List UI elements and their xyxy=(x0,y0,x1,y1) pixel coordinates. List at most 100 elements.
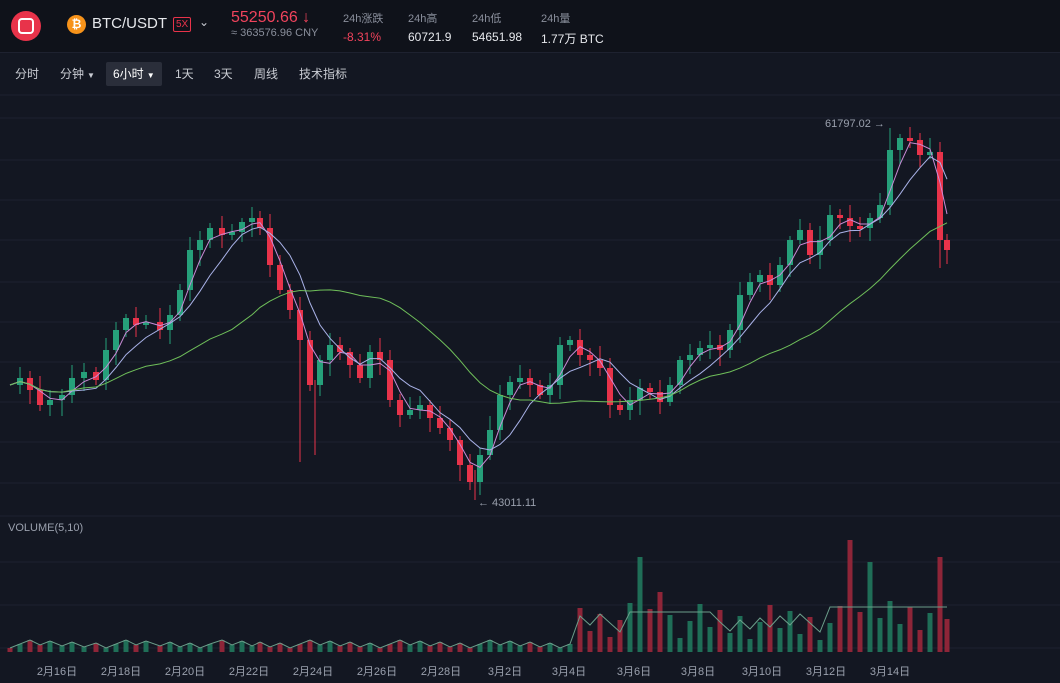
x-tick-label: 3月2日 xyxy=(488,666,522,678)
volume-bar xyxy=(907,607,913,652)
volume-label: VOLUME(5,10) xyxy=(8,522,83,534)
candle xyxy=(81,363,87,391)
volume-bar xyxy=(747,639,753,652)
volume-bar xyxy=(697,604,703,652)
candle xyxy=(27,371,33,404)
volume-bar xyxy=(17,644,23,652)
candle xyxy=(387,350,393,407)
volume-bar xyxy=(547,643,553,652)
candle xyxy=(267,214,273,277)
candle xyxy=(857,217,863,237)
candle xyxy=(417,396,423,419)
x-tick-label: 2月22日 xyxy=(229,666,269,678)
candle xyxy=(697,341,703,361)
volume-bar xyxy=(103,648,109,652)
volume-bar xyxy=(777,628,783,652)
volume-bar xyxy=(647,609,653,652)
candle xyxy=(307,331,313,391)
x-tick-label: 2月16日 xyxy=(37,666,77,678)
x-tick-label: 2月20日 xyxy=(165,666,205,678)
x-tick-label: 2月28日 xyxy=(421,666,461,678)
volume-bar xyxy=(567,644,573,652)
volume-bar xyxy=(177,647,183,652)
candle xyxy=(477,448,483,495)
candle xyxy=(177,284,183,321)
stat-volume: 24h量 1.77万 BTC xyxy=(541,13,604,46)
volume-bar xyxy=(557,648,563,652)
volume-bar xyxy=(337,646,343,652)
x-tick-label: 3月14日 xyxy=(870,666,910,678)
volume-bar xyxy=(717,610,723,652)
tab-timeline[interactable]: 分时 xyxy=(15,67,40,81)
volume-bar xyxy=(667,615,673,652)
volume-bar xyxy=(81,647,87,652)
volume-bar xyxy=(427,646,433,652)
last-price: 55250.66 ↓ xyxy=(231,9,311,26)
candle xyxy=(367,345,373,388)
volume-bar xyxy=(347,642,353,652)
volume-bar xyxy=(257,642,263,652)
candle xyxy=(157,308,163,339)
volume-bar xyxy=(457,643,463,652)
candle xyxy=(249,207,255,237)
ma-line xyxy=(9,156,948,451)
low-marker: ← 43011.11 xyxy=(478,497,536,509)
tab-3d[interactable]: 3天 xyxy=(214,67,233,81)
volume-bar xyxy=(657,592,663,652)
candle xyxy=(767,263,773,300)
volume-bar xyxy=(607,637,613,652)
volume-bar xyxy=(307,640,313,652)
volume-bar xyxy=(507,641,513,652)
candle xyxy=(567,336,573,351)
volume-bar xyxy=(249,646,255,652)
volume-bar xyxy=(517,646,523,652)
candle xyxy=(787,236,793,277)
exchange-logo[interactable] xyxy=(11,11,41,41)
candle xyxy=(557,337,563,399)
x-tick-label: 2月18日 xyxy=(101,666,141,678)
volume-bar xyxy=(677,638,683,652)
candle xyxy=(103,338,109,390)
candle xyxy=(667,377,673,406)
candle xyxy=(37,376,43,411)
volume-ma xyxy=(9,606,947,649)
candle xyxy=(687,344,693,374)
volume-bar xyxy=(887,601,893,652)
volume-bar xyxy=(944,619,950,652)
volume-bar xyxy=(917,630,923,652)
volume-bar xyxy=(287,648,293,652)
volume-bar xyxy=(27,640,33,652)
stat-low: 24h低 54651.98 xyxy=(472,13,523,44)
volume-bar xyxy=(537,647,543,652)
volume-bar xyxy=(447,647,453,652)
volume-bar xyxy=(229,645,235,652)
volume-bar xyxy=(207,644,213,652)
volume-bar xyxy=(219,640,225,652)
volume-bar xyxy=(417,641,423,652)
candle xyxy=(637,379,643,415)
volume-bar xyxy=(397,640,403,652)
tab-1d[interactable]: 1天 xyxy=(175,67,194,81)
chevron-down-icon[interactable]: ⌄ xyxy=(199,15,210,29)
volume-bar xyxy=(123,640,129,652)
candle xyxy=(657,380,663,414)
tab-weekly[interactable]: 周线 xyxy=(254,67,279,81)
x-axis-labels: 2月16日 2月18日 2月20日 2月22日 2月24日 2月26日 2月28日 3月2日 3… xyxy=(37,666,910,678)
volume-bar xyxy=(277,643,283,652)
volume-bar xyxy=(577,608,583,652)
volume-bar xyxy=(637,557,643,652)
x-tick-label: 3月6日 xyxy=(617,666,651,678)
bitcoin-icon: ₿ xyxy=(67,15,86,34)
candle xyxy=(897,134,903,165)
caret-down-icon: ▼ xyxy=(146,71,155,80)
chart-grid xyxy=(0,94,1060,649)
trading-pair[interactable]: BTC/USDT xyxy=(92,15,167,32)
volume-bar xyxy=(187,643,193,652)
x-tick-label: 3月10日 xyxy=(742,666,782,678)
stat-change: 24h涨跌 -8.31% xyxy=(343,13,384,44)
volume-bar xyxy=(143,641,149,652)
tab-indicators[interactable]: 技术指标 xyxy=(299,67,348,81)
tab-minute[interactable]: 分钟 ▼ xyxy=(60,67,95,81)
tab-6h[interactable]: 6小时 ▼ xyxy=(106,62,162,86)
